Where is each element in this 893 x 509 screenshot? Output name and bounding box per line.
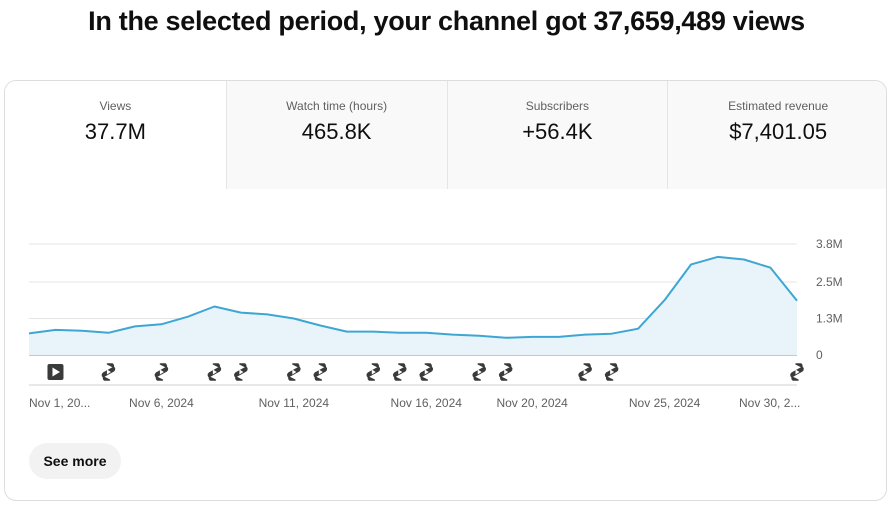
chart-x-axis: Nov 1, 20... Nov 6, 2024 Nov 11, 2024 Nov 1… xyxy=(29,384,800,410)
views-area-fill xyxy=(29,256,797,355)
x-tick-label: Nov 30, 2... xyxy=(739,396,800,410)
shorts-play-glyph xyxy=(610,369,615,375)
shorts-play-glyph xyxy=(477,369,482,375)
tab-watch-time[interactable]: Watch time (hours) 465.8K xyxy=(225,81,447,189)
views-series-line xyxy=(28,255,798,339)
shorts-icon xyxy=(366,363,381,381)
x-tick-label: Nov 16, 2024 xyxy=(391,396,463,410)
analytics-card: Views 37.7M Watch time (hours) 465.8K Su… xyxy=(4,80,887,501)
chart-y-axis: 0 1.3M 2.5M 3.8M xyxy=(816,237,843,362)
views-chart: 01.3M2.5M3.8M Nov 1, 20... Nov 6, 2024 Nov… xyxy=(28,237,843,410)
shorts-play-glyph xyxy=(504,369,509,375)
x-tick-label: Nov 11, 2024 xyxy=(259,396,330,410)
x-tick-label: Nov 20, 2024 xyxy=(496,396,568,410)
shorts-icon xyxy=(101,363,116,381)
tab-subscribers-value: +56.4K xyxy=(522,119,593,144)
shorts-icon xyxy=(234,363,248,381)
shorts-play-glyph xyxy=(424,369,429,375)
tab-views-value: 37.7M xyxy=(84,119,146,144)
tab-subscribers-label: Subscribers xyxy=(525,99,590,113)
shorts-icon xyxy=(578,363,592,381)
shorts-play-glyph xyxy=(292,369,297,375)
x-tick-label: Nov 1, 20... xyxy=(29,396,90,410)
shorts-icon xyxy=(498,363,513,381)
tab-watch-time-value: 465.8K xyxy=(301,119,372,144)
shorts-icon xyxy=(790,363,804,381)
tab-views[interactable]: Views 37.7M xyxy=(5,81,226,189)
metric-tabs: Views 37.7M Watch time (hours) 465.8K Su… xyxy=(5,81,886,189)
tab-views-label: Views xyxy=(99,99,132,113)
shorts-icon xyxy=(207,363,222,381)
shorts-icon xyxy=(287,363,301,381)
shorts-icon xyxy=(393,363,407,381)
shorts-icon xyxy=(604,363,619,381)
shorts-icon xyxy=(419,363,433,381)
tab-revenue-value: $7,401.05 xyxy=(729,119,828,144)
see-more-button[interactable]: See more xyxy=(29,443,121,479)
shorts-play-glyph xyxy=(239,369,244,375)
chart-area-layer xyxy=(28,255,798,355)
x-tick-label: Nov 25, 2024 xyxy=(629,396,701,410)
y-tick-label: 3.8M xyxy=(816,237,843,251)
shorts-play-glyph xyxy=(159,369,164,375)
shorts-play-glyph xyxy=(795,369,800,375)
tab-subscribers[interactable]: Subscribers +56.4K xyxy=(446,81,668,189)
y-tick-label: 1.3M xyxy=(816,311,843,325)
shorts-play-glyph xyxy=(212,369,217,375)
tab-watch-time-label: Watch time (hours) xyxy=(286,99,388,113)
page-headline: In the selected period, your channel got… xyxy=(88,6,805,36)
shorts-icon xyxy=(472,363,486,381)
y-tick-label: 0 xyxy=(816,348,823,362)
shorts-play-glyph xyxy=(318,369,323,375)
shorts-icon xyxy=(154,363,169,381)
y-tick-label: 2.5M xyxy=(816,275,843,289)
tab-revenue[interactable]: Estimated revenue $7,401.05 xyxy=(667,81,886,189)
play-icon xyxy=(52,367,60,377)
chart-markers xyxy=(47,363,804,381)
tab-revenue-label: Estimated revenue xyxy=(728,99,829,113)
shorts-play-glyph xyxy=(583,369,588,375)
video-upload-icon xyxy=(47,364,64,380)
shorts-icon xyxy=(313,363,328,381)
shorts-play-glyph xyxy=(398,369,403,375)
shorts-play-glyph xyxy=(371,369,376,375)
x-tick-label: Nov 6, 2024 xyxy=(129,396,194,410)
shorts-play-glyph xyxy=(106,369,111,375)
